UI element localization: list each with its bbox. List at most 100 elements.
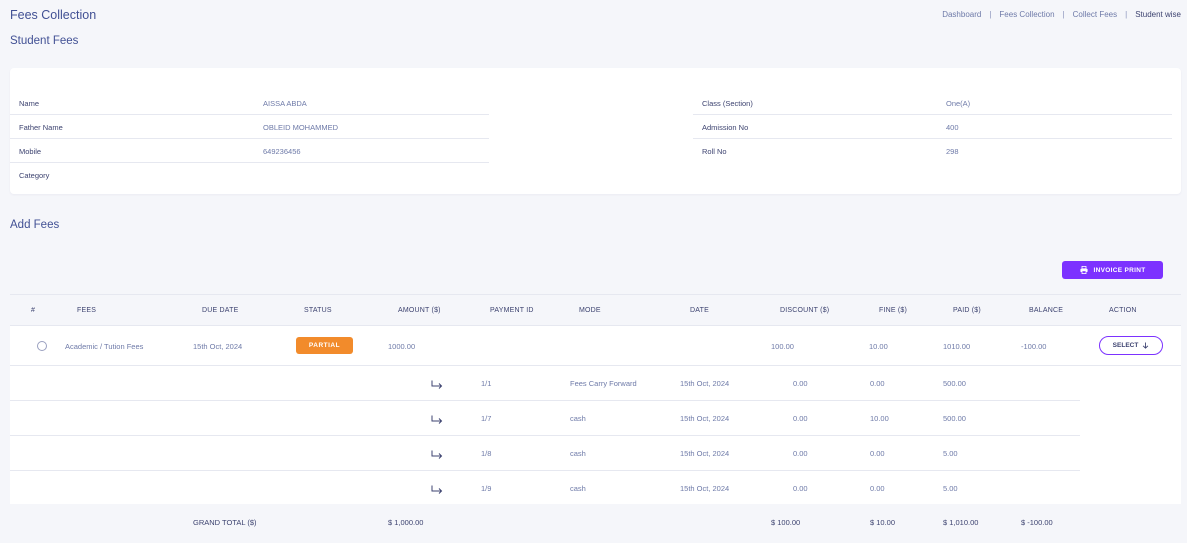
th-index: # — [31, 307, 36, 314]
mobile-value: 649236456 — [263, 147, 301, 156]
father-name-label: Father Name — [19, 123, 63, 132]
th-action: ACTION — [1109, 307, 1137, 314]
row-select-radio[interactable] — [37, 341, 47, 351]
payment-paid: 500.00 — [943, 379, 966, 388]
top-bar: Fees Collection Dashboard | Fees Collect… — [0, 0, 1187, 30]
balance: -100.00 — [1021, 342, 1047, 351]
total-paid: $ 1,010.00 — [943, 518, 979, 527]
payment-id: 1/1 — [481, 379, 492, 388]
payment-date: 15th Oct, 2024 — [680, 449, 730, 458]
payment-id: 1/7 — [481, 414, 492, 423]
breadcrumb-dashboard[interactable]: Dashboard — [942, 10, 982, 19]
fine: 10.00 — [869, 342, 888, 351]
fees-panel: INVOICE PRINT # FEES DUE DATE STATUS AMO… — [10, 252, 1181, 539]
sub-arrow-icon — [431, 485, 443, 494]
payment-paid: 5.00 — [943, 449, 958, 458]
breadcrumb-separator: | — [1125, 10, 1128, 19]
mobile-label: Mobile — [19, 147, 42, 156]
payment-date: 15th Oct, 2024 — [680, 414, 730, 423]
payment-row: 1/8 cash 15th Oct, 2024 0.00 0.00 5.00 — [10, 436, 1080, 471]
th-discount: DISCOUNT ($) — [780, 307, 830, 314]
payment-fine: 10.00 — [870, 414, 889, 423]
sub-arrow-icon — [431, 380, 443, 389]
breadcrumb-separator: | — [1062, 10, 1065, 19]
payment-fine: 0.00 — [870, 484, 885, 493]
th-status: STATUS — [304, 307, 332, 314]
table-header: # FEES DUE DATE STATUS AMOUNT ($) PAYMEN… — [10, 294, 1181, 326]
payment-id: 1/8 — [481, 449, 492, 458]
payment-row: 1/9 cash 15th Oct, 2024 0.00 0.00 5.00 — [10, 471, 1080, 506]
payment-discount: 0.00 — [793, 414, 808, 423]
th-mode: MODE — [579, 307, 601, 314]
payment-mode: cash — [570, 414, 586, 423]
total-balance: $ -100.00 — [1021, 518, 1053, 527]
student-fees-title: Student Fees — [10, 35, 79, 47]
class-label: Class (Section) — [702, 99, 753, 108]
payment-discount: 0.00 — [793, 379, 808, 388]
breadcrumb-collect-fees[interactable]: Collect Fees — [1072, 10, 1118, 19]
status-badge: PARTIAL — [296, 337, 353, 354]
payment-date: 15th Oct, 2024 — [680, 484, 730, 493]
payment-mode: Fees Carry Forward — [570, 379, 637, 388]
payment-paid: 500.00 — [943, 414, 966, 423]
total-fine: $ 10.00 — [870, 518, 896, 527]
th-paid: PAID ($) — [953, 307, 981, 314]
th-balance: BALANCE — [1029, 307, 1064, 314]
total-amount: $ 1,000.00 — [388, 518, 424, 527]
printer-icon — [1079, 266, 1088, 274]
info-row-category: Category — [10, 163, 489, 187]
discount: 100.00 — [771, 342, 794, 351]
invoice-print-button[interactable]: INVOICE PRINT — [1062, 261, 1163, 279]
name-label: Name — [19, 99, 40, 108]
info-row-admission: Admission No 400 — [693, 115, 1172, 139]
admission-label: Admission No — [702, 123, 749, 132]
invoice-print-label: INVOICE PRINT — [1093, 266, 1146, 274]
table-row: Academic / Tution Fees 15th Oct, 2024 PA… — [10, 326, 1181, 366]
panel-header: INVOICE PRINT — [10, 252, 1181, 294]
admission-value: 400 — [946, 123, 959, 132]
page-title: Fees Collection — [10, 8, 97, 22]
fees-name: Academic / Tution Fees — [65, 342, 144, 351]
payment-id: 1/9 — [481, 484, 492, 493]
name-value: AISSA ABDA — [263, 99, 307, 108]
arrow-down-icon — [1143, 342, 1149, 349]
payment-row: 1/7 cash 15th Oct, 2024 0.00 10.00 500.0… — [10, 401, 1080, 436]
breadcrumb: Dashboard | Fees Collection | Collect Fe… — [942, 10, 1181, 19]
category-label: Category — [19, 171, 50, 180]
th-due-date: DUE DATE — [202, 307, 239, 314]
payment-paid: 5.00 — [943, 484, 958, 493]
payment-date: 15th Oct, 2024 — [680, 379, 730, 388]
payment-fine: 0.00 — [870, 449, 885, 458]
payment-discount: 0.00 — [793, 484, 808, 493]
breadcrumb-fees-collection[interactable]: Fees Collection — [999, 10, 1055, 19]
payment-mode: cash — [570, 449, 586, 458]
roll-value: 298 — [946, 147, 959, 156]
payment-fine: 0.00 — [870, 379, 885, 388]
add-fees-title: Add Fees — [10, 219, 60, 231]
select-button[interactable]: SELECT — [1099, 336, 1163, 355]
grand-total-row: GRAND TOTAL ($) $ 1,000.00 $ 100.00 $ 10… — [10, 504, 1181, 539]
th-fine: FINE ($) — [879, 307, 908, 314]
th-amount: AMOUNT ($) — [398, 307, 441, 314]
paid: 1010.00 — [943, 342, 971, 351]
th-fees: FEES — [77, 307, 97, 314]
father-name-value: OBLEID MOHAMMED — [263, 123, 339, 132]
due-date: 15th Oct, 2024 — [193, 342, 243, 351]
amount: 1000.00 — [388, 342, 416, 351]
grand-total-label: GRAND TOTAL ($) — [193, 518, 257, 527]
breadcrumb-student-wise: Student wise — [1135, 10, 1181, 19]
breadcrumb-separator: | — [989, 10, 992, 19]
info-row-mobile: Mobile 649236456 — [10, 139, 489, 163]
info-row-class: Class (Section) One(A) — [693, 91, 1172, 115]
student-info-card: Name AISSA ABDA Father Name OBLEID MOHAM… — [10, 68, 1181, 194]
info-row-name: Name AISSA ABDA — [10, 91, 489, 115]
info-row-roll: Roll No 298 — [693, 139, 1172, 163]
payment-mode: cash — [570, 484, 586, 493]
th-date: DATE — [690, 307, 709, 314]
select-label: SELECT — [1112, 342, 1139, 349]
sub-arrow-icon — [431, 450, 443, 459]
payment-discount: 0.00 — [793, 449, 808, 458]
roll-label: Roll No — [702, 147, 727, 156]
sub-arrow-icon — [431, 415, 443, 424]
th-payment-id: PAYMENT ID — [490, 307, 534, 314]
